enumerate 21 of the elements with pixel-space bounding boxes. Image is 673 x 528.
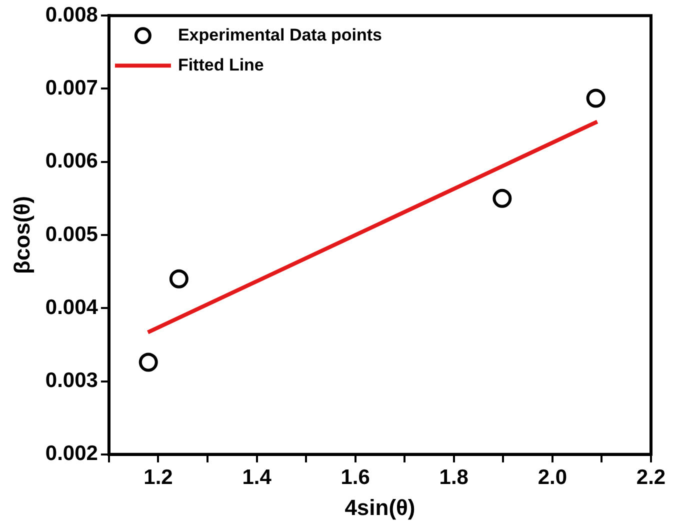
x-tick-label: 1.4 <box>242 466 272 489</box>
y-tick-label: 0.003 <box>45 369 98 392</box>
point <box>138 352 158 372</box>
x-axis-title: 4sin(θ) <box>344 494 416 520</box>
x-tick-label: 1.2 <box>144 466 173 489</box>
x-tick-label: 1.8 <box>439 466 469 489</box>
y-tick-label: 0.006 <box>45 150 98 173</box>
x-tick-label: 2.2 <box>636 466 666 489</box>
point <box>492 188 512 208</box>
legend-label: Fitted Line <box>178 55 264 74</box>
legend-label: Experimental Data points <box>178 25 382 44</box>
point <box>586 88 606 108</box>
y-tick-label: 0.004 <box>45 296 98 319</box>
x-tick-label: 2.0 <box>538 466 568 489</box>
y-tick-label: 0.008 <box>45 3 98 26</box>
y-tick-label: 0.005 <box>45 222 98 246</box>
y-tick-label: 0.007 <box>45 76 98 100</box>
y-axis-title: βcos(θ) <box>9 196 34 274</box>
x-tick-label: 1.6 <box>340 466 370 489</box>
point <box>169 269 188 288</box>
y-tick-label: 0.002 <box>45 442 98 466</box>
